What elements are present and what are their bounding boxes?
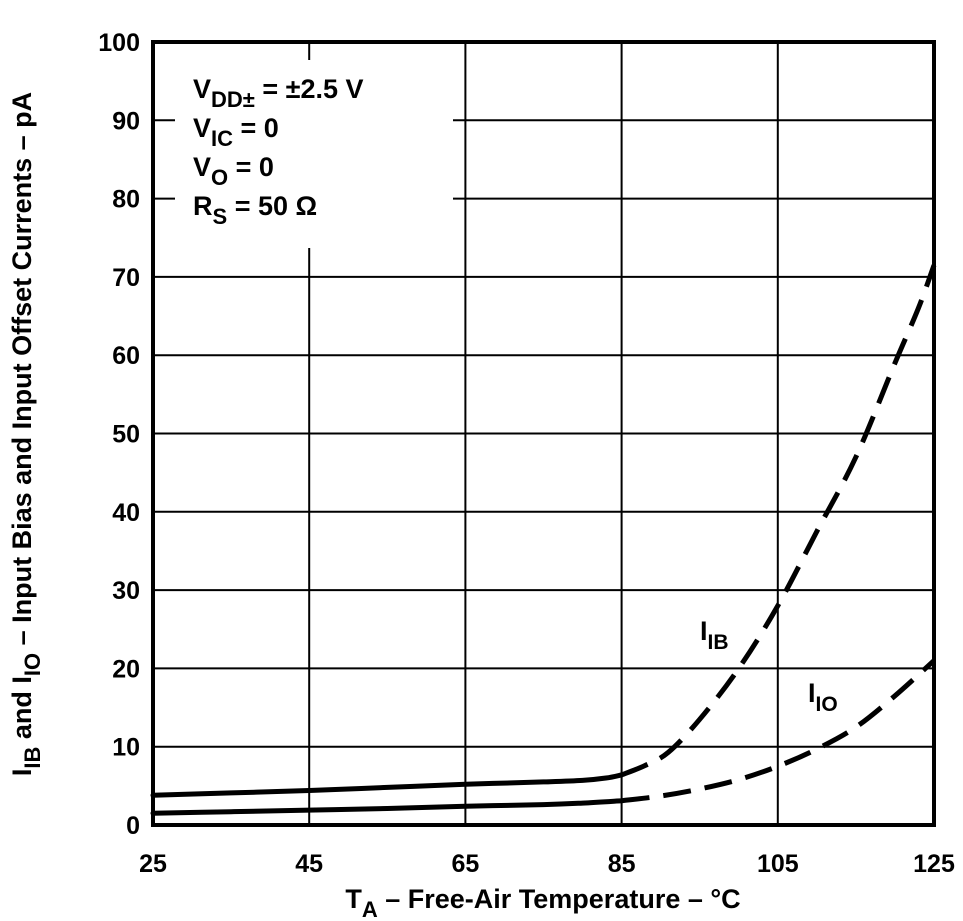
y-tick-label: 30 <box>112 577 140 605</box>
y-tick-label: 40 <box>112 499 140 527</box>
x-tick-label: 65 <box>451 850 479 878</box>
y-tick-label: 90 <box>112 107 140 135</box>
plot-frame <box>151 40 936 827</box>
x-tick-label: 45 <box>295 850 323 878</box>
condition-line: VIC = 0 <box>193 113 279 151</box>
series-layer <box>150 264 937 816</box>
x-axis-label: TA – Free-Air Temperature – °C <box>345 884 740 921</box>
series-label-iib: IIB <box>700 616 729 654</box>
y-tick-label: 10 <box>112 734 140 762</box>
series-iio-solid-line <box>150 798 625 816</box>
conditions-box <box>175 60 453 248</box>
x-tick-label: 25 <box>139 850 167 878</box>
series-label-iio: IIO <box>808 678 838 716</box>
series-iio-dashed-line <box>621 658 936 804</box>
series-iib-dashed-line <box>620 264 937 778</box>
y-tick-label: 100 <box>98 29 140 57</box>
condition-line: VDD± = ±2.5 V <box>193 74 364 112</box>
series-iib-solid-line <box>150 772 625 798</box>
tick-labels: 25 45 65 85 105 125 0 10 20 30 40 50 60 70 80 90 100 <box>98 29 955 878</box>
x-tick-label: 105 <box>757 850 799 878</box>
y-tick-label: 0 <box>126 812 140 840</box>
y-tick-label: 50 <box>112 421 140 449</box>
y-axis-label: IIB and IIO – Input Bias and Input Offse… <box>7 92 45 776</box>
y-tick-label: 20 <box>112 655 140 683</box>
y-tick-label: 80 <box>112 186 140 214</box>
x-tick-label: 85 <box>608 850 636 878</box>
x-tick-label: 125 <box>913 850 955 878</box>
y-tick-label: 70 <box>112 264 140 292</box>
condition-line: VO = 0 <box>193 152 274 190</box>
y-tick-label: 60 <box>112 342 140 370</box>
condition-line: RS = 50 Ω <box>193 191 317 229</box>
